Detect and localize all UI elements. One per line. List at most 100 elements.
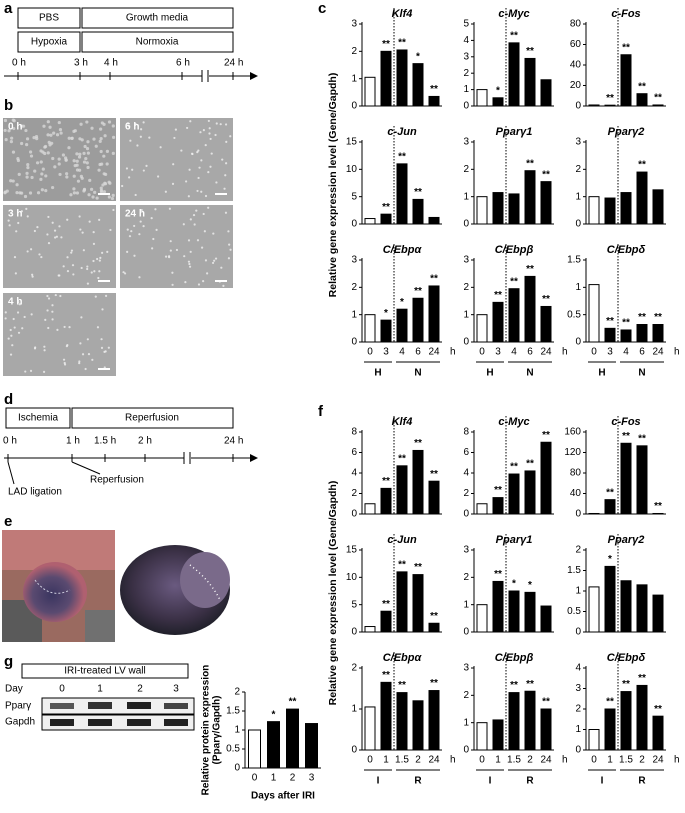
y-tick-label: 1.5 xyxy=(226,706,240,717)
cell xyxy=(78,137,82,141)
cell xyxy=(26,250,29,253)
cell xyxy=(26,162,30,167)
bar xyxy=(396,49,408,107)
cell xyxy=(13,256,17,259)
y-tick-label: 2 xyxy=(351,488,357,499)
cell xyxy=(3,128,7,133)
cell xyxy=(155,228,158,232)
y-tick-label: 0.5 xyxy=(226,744,240,755)
bar xyxy=(620,580,632,633)
cell xyxy=(102,172,106,176)
cell xyxy=(51,304,54,307)
cell xyxy=(66,344,69,347)
y-tick-label: 0 xyxy=(575,745,581,756)
chart-title: Klf4 xyxy=(392,8,413,20)
y-axis-label: Relative protein expression xyxy=(201,665,212,796)
cell xyxy=(167,255,171,258)
cell xyxy=(72,187,76,191)
cell xyxy=(196,189,199,193)
cell xyxy=(133,254,136,257)
cell xyxy=(136,144,139,147)
x-unit: h xyxy=(562,755,568,766)
bar xyxy=(364,76,376,107)
cell xyxy=(62,358,66,361)
note: Reperfusion xyxy=(90,475,144,486)
y-tick-label: 1 xyxy=(575,191,581,202)
significance: ** xyxy=(382,39,390,50)
bar xyxy=(267,721,280,769)
bar xyxy=(636,445,648,515)
bar xyxy=(540,441,552,515)
bar xyxy=(396,163,408,225)
chart-title: c-Jun xyxy=(387,126,417,138)
cell xyxy=(173,136,176,140)
cell xyxy=(17,172,21,176)
cell xyxy=(142,121,145,124)
cell xyxy=(111,124,115,128)
cell xyxy=(107,180,111,184)
cell xyxy=(197,149,200,152)
panel-label: g xyxy=(4,653,13,670)
cell xyxy=(154,208,157,211)
y-tick-label: 2 xyxy=(234,687,240,698)
cell xyxy=(73,129,77,133)
y-tick-label: 1 xyxy=(463,191,469,202)
cell xyxy=(51,310,54,313)
bar xyxy=(412,63,424,107)
significance: ** xyxy=(606,93,614,104)
cell xyxy=(98,218,101,221)
cell xyxy=(202,212,205,216)
y-tick-label: 1 xyxy=(575,282,581,293)
bar xyxy=(380,681,392,751)
y-tick-label: 0.5 xyxy=(567,606,581,617)
cell xyxy=(188,168,191,171)
cell xyxy=(20,141,24,146)
bar xyxy=(476,89,488,107)
cell xyxy=(208,132,211,135)
bar xyxy=(380,50,392,107)
significance: ** xyxy=(494,485,502,496)
cell xyxy=(93,270,96,273)
significance: ** xyxy=(430,469,438,480)
bar xyxy=(428,285,440,343)
y-tick-label: 20 xyxy=(570,80,582,91)
bar xyxy=(396,465,408,515)
chart-title: Pparγ1 xyxy=(496,534,533,546)
cell xyxy=(200,159,203,162)
cell xyxy=(44,174,48,178)
y-tick-label: 0 xyxy=(351,745,357,756)
y-tick-label: 3 xyxy=(575,137,581,148)
group-label: I xyxy=(601,776,604,787)
cell xyxy=(106,250,109,253)
significance: ** xyxy=(494,569,502,580)
cell xyxy=(111,193,115,197)
cell xyxy=(80,316,83,319)
cell xyxy=(81,231,84,234)
bar xyxy=(652,715,664,751)
panel-label: d xyxy=(4,391,13,408)
cell xyxy=(91,358,94,361)
cell xyxy=(70,136,74,140)
cell xyxy=(91,195,95,199)
x-tick-label: 3 xyxy=(495,347,501,358)
cell xyxy=(41,150,45,154)
bar xyxy=(540,79,552,107)
significance: * xyxy=(400,297,404,308)
y-tick-label: 5 xyxy=(463,19,469,30)
cell xyxy=(29,369,33,372)
significance: ** xyxy=(430,84,438,95)
bar xyxy=(492,580,504,633)
timeline-a: PBS Growth media Hypoxia Normoxia 0 h 3 … xyxy=(4,7,258,82)
x-tick-label: 6 xyxy=(527,347,533,358)
cell xyxy=(102,154,106,158)
cell xyxy=(123,272,127,275)
cell xyxy=(62,265,65,268)
significance: ** xyxy=(382,670,390,681)
cell xyxy=(25,171,29,175)
cell xyxy=(80,266,83,270)
bar xyxy=(508,590,520,633)
blot-row: Gapdh xyxy=(5,717,35,728)
cell xyxy=(65,172,69,176)
x-tick-label: 0 xyxy=(367,755,373,766)
cell xyxy=(29,248,33,251)
